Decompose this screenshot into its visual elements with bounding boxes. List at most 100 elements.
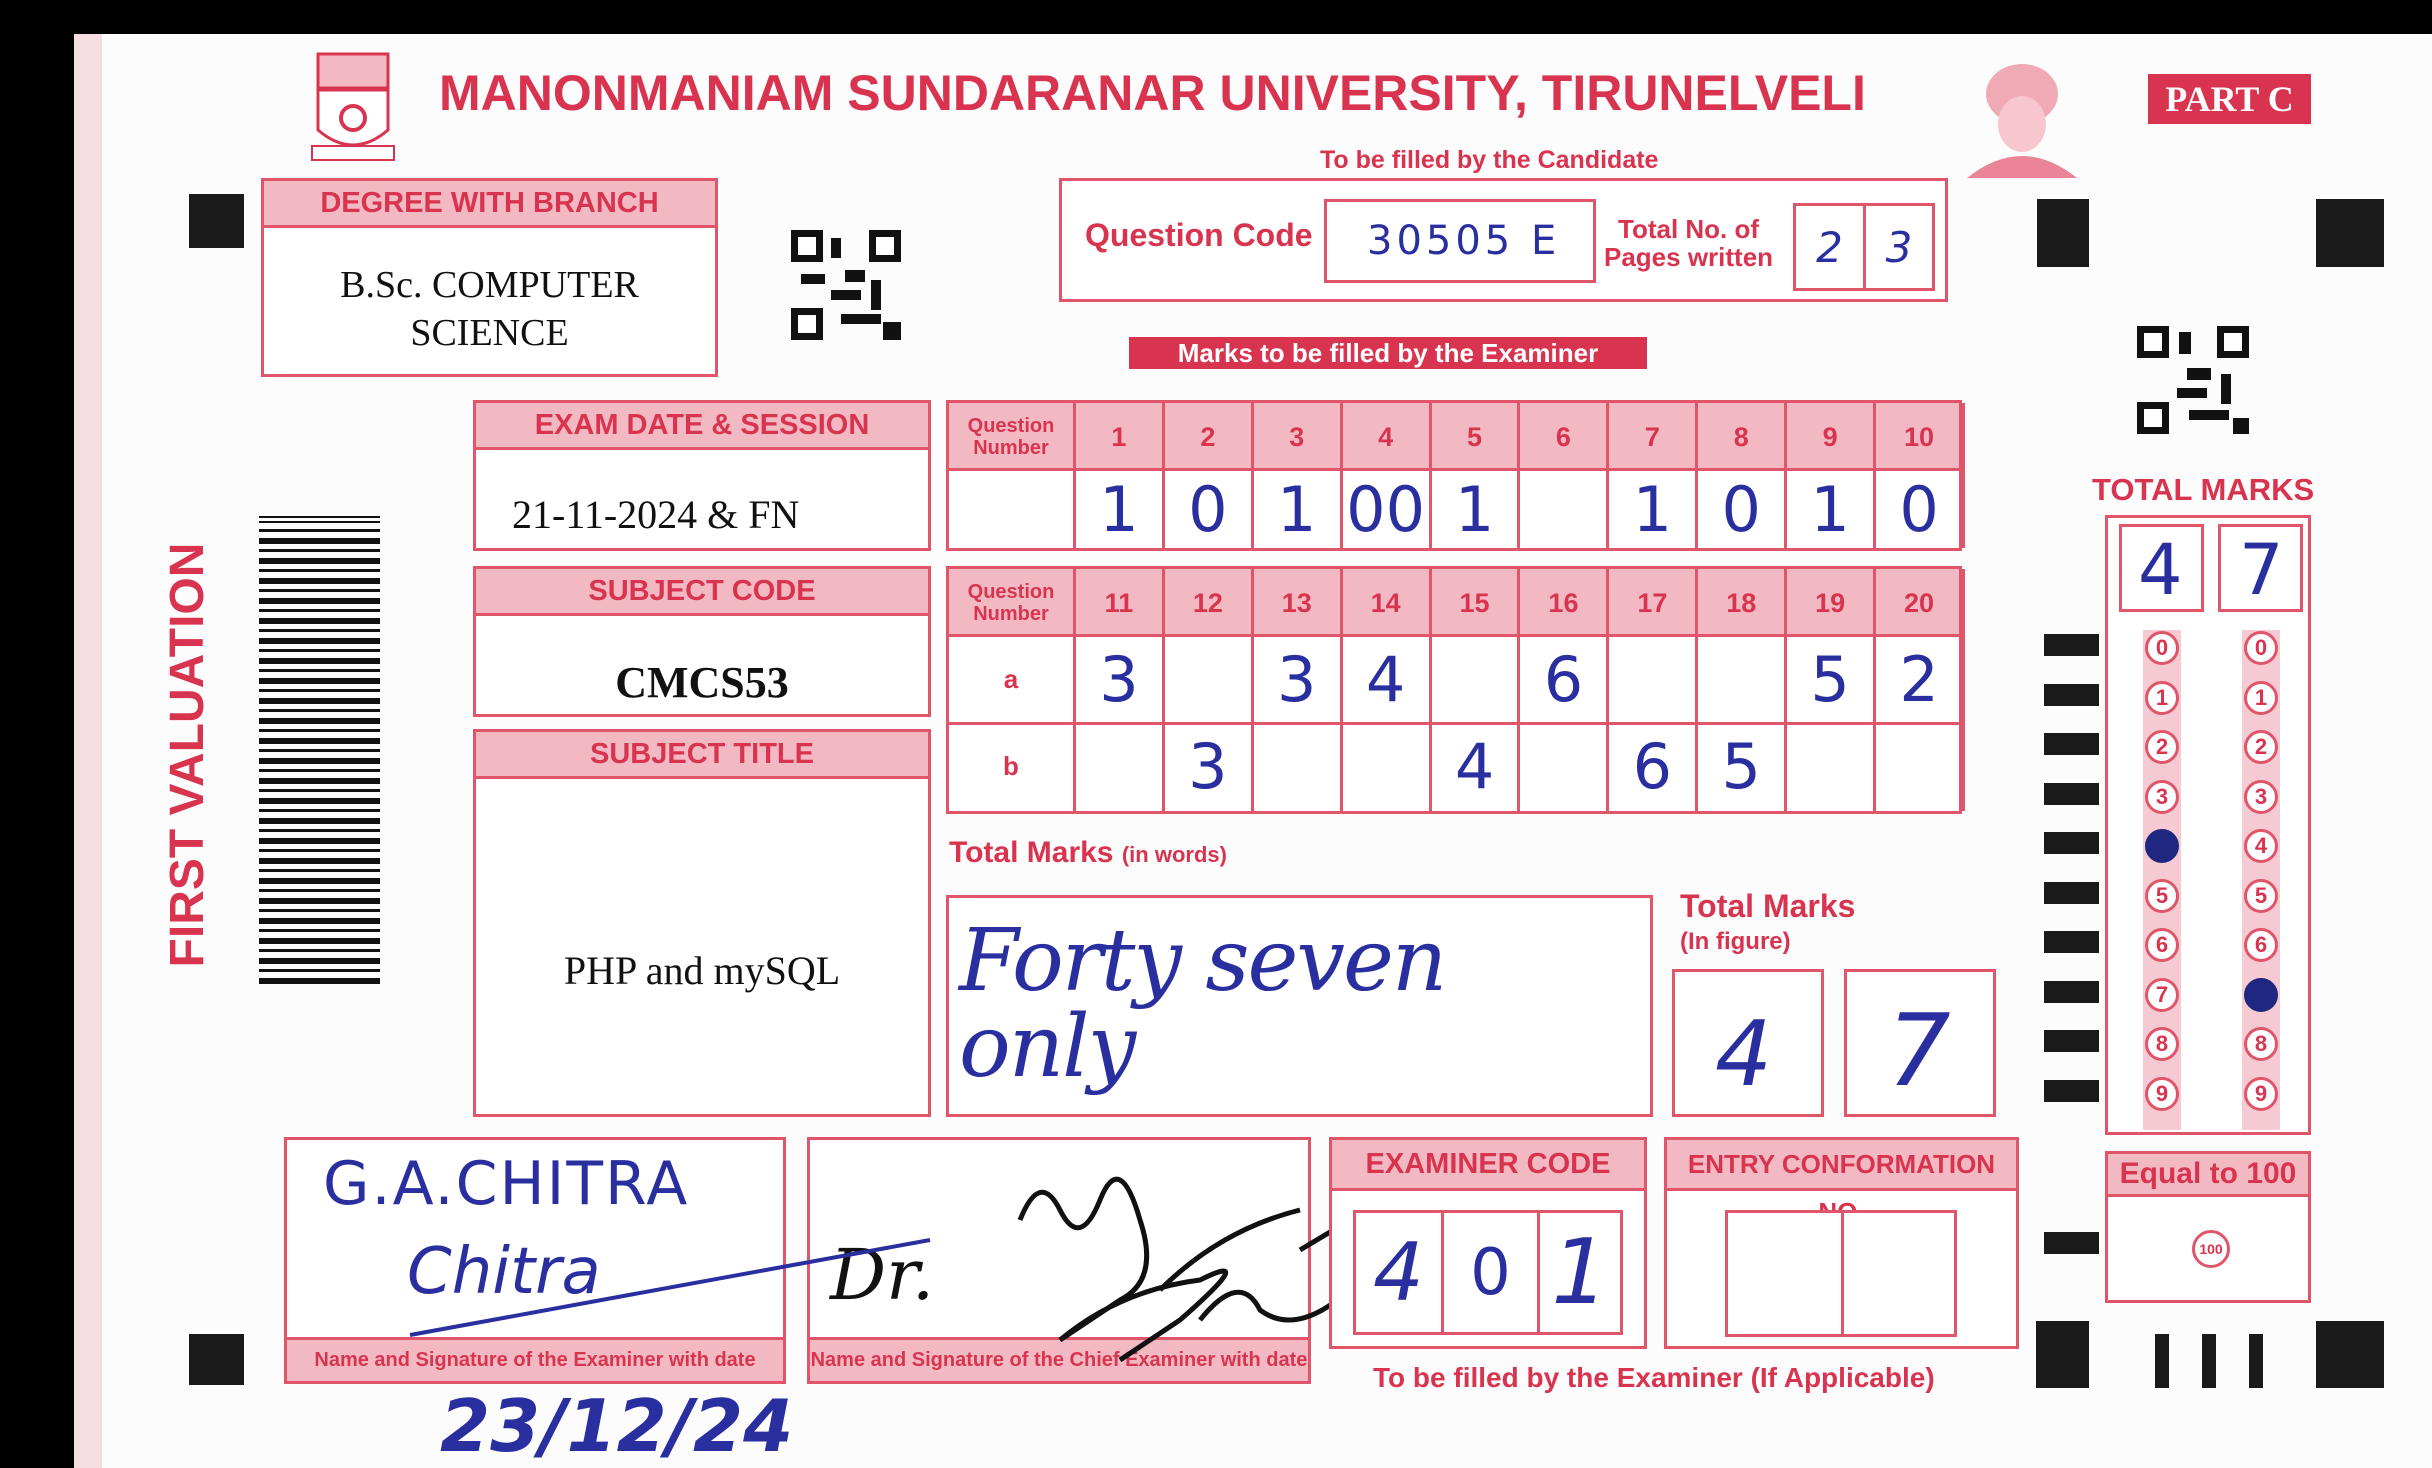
digit-bubble[interactable]: 9 <box>2145 1076 2179 1111</box>
part-badge: PART C <box>2148 74 2311 124</box>
mark-cell[interactable]: 2 <box>1876 637 1965 722</box>
mark-cell[interactable]: 4 <box>1343 637 1432 722</box>
timing-mark <box>2044 931 2099 953</box>
digit-bubble[interactable]: 8 <box>2145 1027 2179 1061</box>
digit-bubble[interactable]: 4 <box>2145 829 2179 863</box>
barcode-bar <box>259 809 380 812</box>
total-figure-title: Total Marks <box>1680 888 1856 924</box>
question-number: 13 <box>1254 569 1343 637</box>
mark-cell[interactable] <box>1521 471 1610 548</box>
equal-100-section: Equal to 100 100 <box>2105 1151 2311 1303</box>
total-words-title: Total Marks <box>949 836 1114 869</box>
digit: 4 <box>2138 529 2183 611</box>
digit-bubble[interactable]: 0 <box>2244 631 2278 665</box>
barcode-bar <box>259 838 380 844</box>
mark-cell[interactable]: 1 <box>1609 471 1699 548</box>
mark-cell[interactable] <box>1876 722 1965 811</box>
question-number: 5 <box>1432 403 1521 471</box>
question-number: 20 <box>1876 569 1965 637</box>
mark-cell[interactable]: 00 <box>1343 471 1432 548</box>
digit: 1 <box>1551 1220 1609 1325</box>
mark-cell[interactable]: 5 <box>1787 637 1877 722</box>
digit-bubble[interactable]: 8 <box>2244 1027 2278 1061</box>
barcode-bar <box>259 778 380 784</box>
barcode-bar <box>259 938 380 944</box>
barcode-bar <box>259 598 380 604</box>
pages-field[interactable]: 2 3 <box>1793 203 1935 291</box>
examiner-sign-date: 23/12/24 <box>440 1384 794 1468</box>
mark-cell[interactable]: 3 <box>1076 637 1165 722</box>
pages-digit: 3 <box>1885 222 1913 272</box>
mark-cell[interactable]: 1 <box>1432 471 1521 548</box>
registration-mark <box>2037 199 2089 267</box>
digit-bubble[interactable]: 9 <box>2244 1076 2278 1111</box>
registration-mark <box>2316 199 2384 267</box>
digit-bubble[interactable]: 3 <box>2244 779 2278 814</box>
mark-cell[interactable]: 0 <box>1876 471 1965 548</box>
mark-cell[interactable] <box>1432 637 1521 722</box>
digit-bubble[interactable]: 7 <box>2244 977 2278 1012</box>
mark-cell[interactable]: 4 <box>1432 722 1521 811</box>
digit-bubble[interactable]: 6 <box>2145 928 2179 962</box>
barcode-bar <box>259 818 380 824</box>
entry-conformation-field[interactable] <box>1725 1210 1957 1337</box>
digit-bubble[interactable]: 0 <box>2145 631 2179 665</box>
mark-cell[interactable]: 5 <box>1698 722 1788 811</box>
digit-bubble[interactable]: 5 <box>2244 878 2278 913</box>
mark-cell[interactable]: 0 <box>1698 471 1788 548</box>
timing-mark <box>2044 881 2099 904</box>
total-words-label: Total Marks (in words) <box>949 836 1227 870</box>
mark-cell[interactable] <box>1787 722 1877 811</box>
bubble-100[interactable]: 100 <box>2192 1230 2230 1268</box>
barcode-bar <box>259 529 380 532</box>
digit-bubble[interactable]: 7 <box>2145 977 2179 1012</box>
mark-cell[interactable] <box>1165 637 1254 722</box>
barcode-bar <box>259 589 380 592</box>
digit-bubble[interactable]: 1 <box>2145 680 2179 715</box>
barcode-bar <box>259 629 380 632</box>
registration-mark <box>2249 1334 2263 1388</box>
total-marks-right-label: TOTAL MARKS <box>2092 472 2315 507</box>
digit-bubble[interactable]: 2 <box>2244 730 2278 764</box>
mark-cell[interactable] <box>1076 722 1165 811</box>
digit-bubble[interactable]: 3 <box>2145 779 2179 814</box>
mark-cell[interactable] <box>1609 637 1699 722</box>
mark-cell[interactable]: 3 <box>1165 722 1254 811</box>
mark-cell[interactable] <box>1698 637 1788 722</box>
mark-cell[interactable]: 1 <box>1076 471 1165 548</box>
question-number: 2 <box>1165 403 1254 471</box>
mark-cell[interactable]: 0 <box>1165 471 1254 548</box>
barcode-bar <box>259 578 380 584</box>
mark-cell[interactable]: 1 <box>1787 471 1877 548</box>
mark-cell[interactable]: 6 <box>1609 722 1699 811</box>
barcode-bar <box>259 949 380 952</box>
barcode-bar <box>259 678 380 684</box>
question-number: 1 <box>1076 403 1165 471</box>
digit-bubble[interactable]: 2 <box>2145 730 2179 764</box>
mark-cell[interactable]: 6 <box>1521 637 1610 722</box>
barcode-bar <box>259 738 380 744</box>
digit-bubble[interactable]: 6 <box>2244 928 2278 962</box>
digit-bubble[interactable]: 5 <box>2145 878 2179 913</box>
exam-date-label: EXAM DATE & SESSION <box>476 403 928 450</box>
examiner-code-field[interactable]: 4 0 1 <box>1353 1210 1623 1335</box>
mark-cell[interactable]: 3 <box>1254 637 1343 722</box>
question-code-field[interactable]: 30505 E <box>1324 199 1596 283</box>
barcode-bar <box>259 798 380 804</box>
digit-bubble[interactable]: 1 <box>2244 680 2278 715</box>
mark-cell[interactable] <box>1254 722 1343 811</box>
mark-cell[interactable]: 1 <box>1254 471 1343 548</box>
mark-cell[interactable] <box>1343 722 1432 811</box>
founder-portrait <box>1967 64 2077 178</box>
total-figure-digit-2[interactable]: 7 <box>1844 969 1996 1117</box>
mark-cell[interactable] <box>1521 722 1610 811</box>
digit: 7 <box>2239 529 2284 611</box>
registration-mark <box>2155 1334 2169 1388</box>
barcode-bar <box>259 709 380 712</box>
barcode-bar <box>259 858 380 864</box>
total-figure-digit-1[interactable]: 4 <box>1672 969 1824 1117</box>
barcode-bar <box>259 729 380 732</box>
digit-bubble[interactable]: 4 <box>2244 829 2278 863</box>
total-words-field[interactable]: Forty seven only <box>946 895 1653 1117</box>
timing-mark <box>2044 634 2099 656</box>
